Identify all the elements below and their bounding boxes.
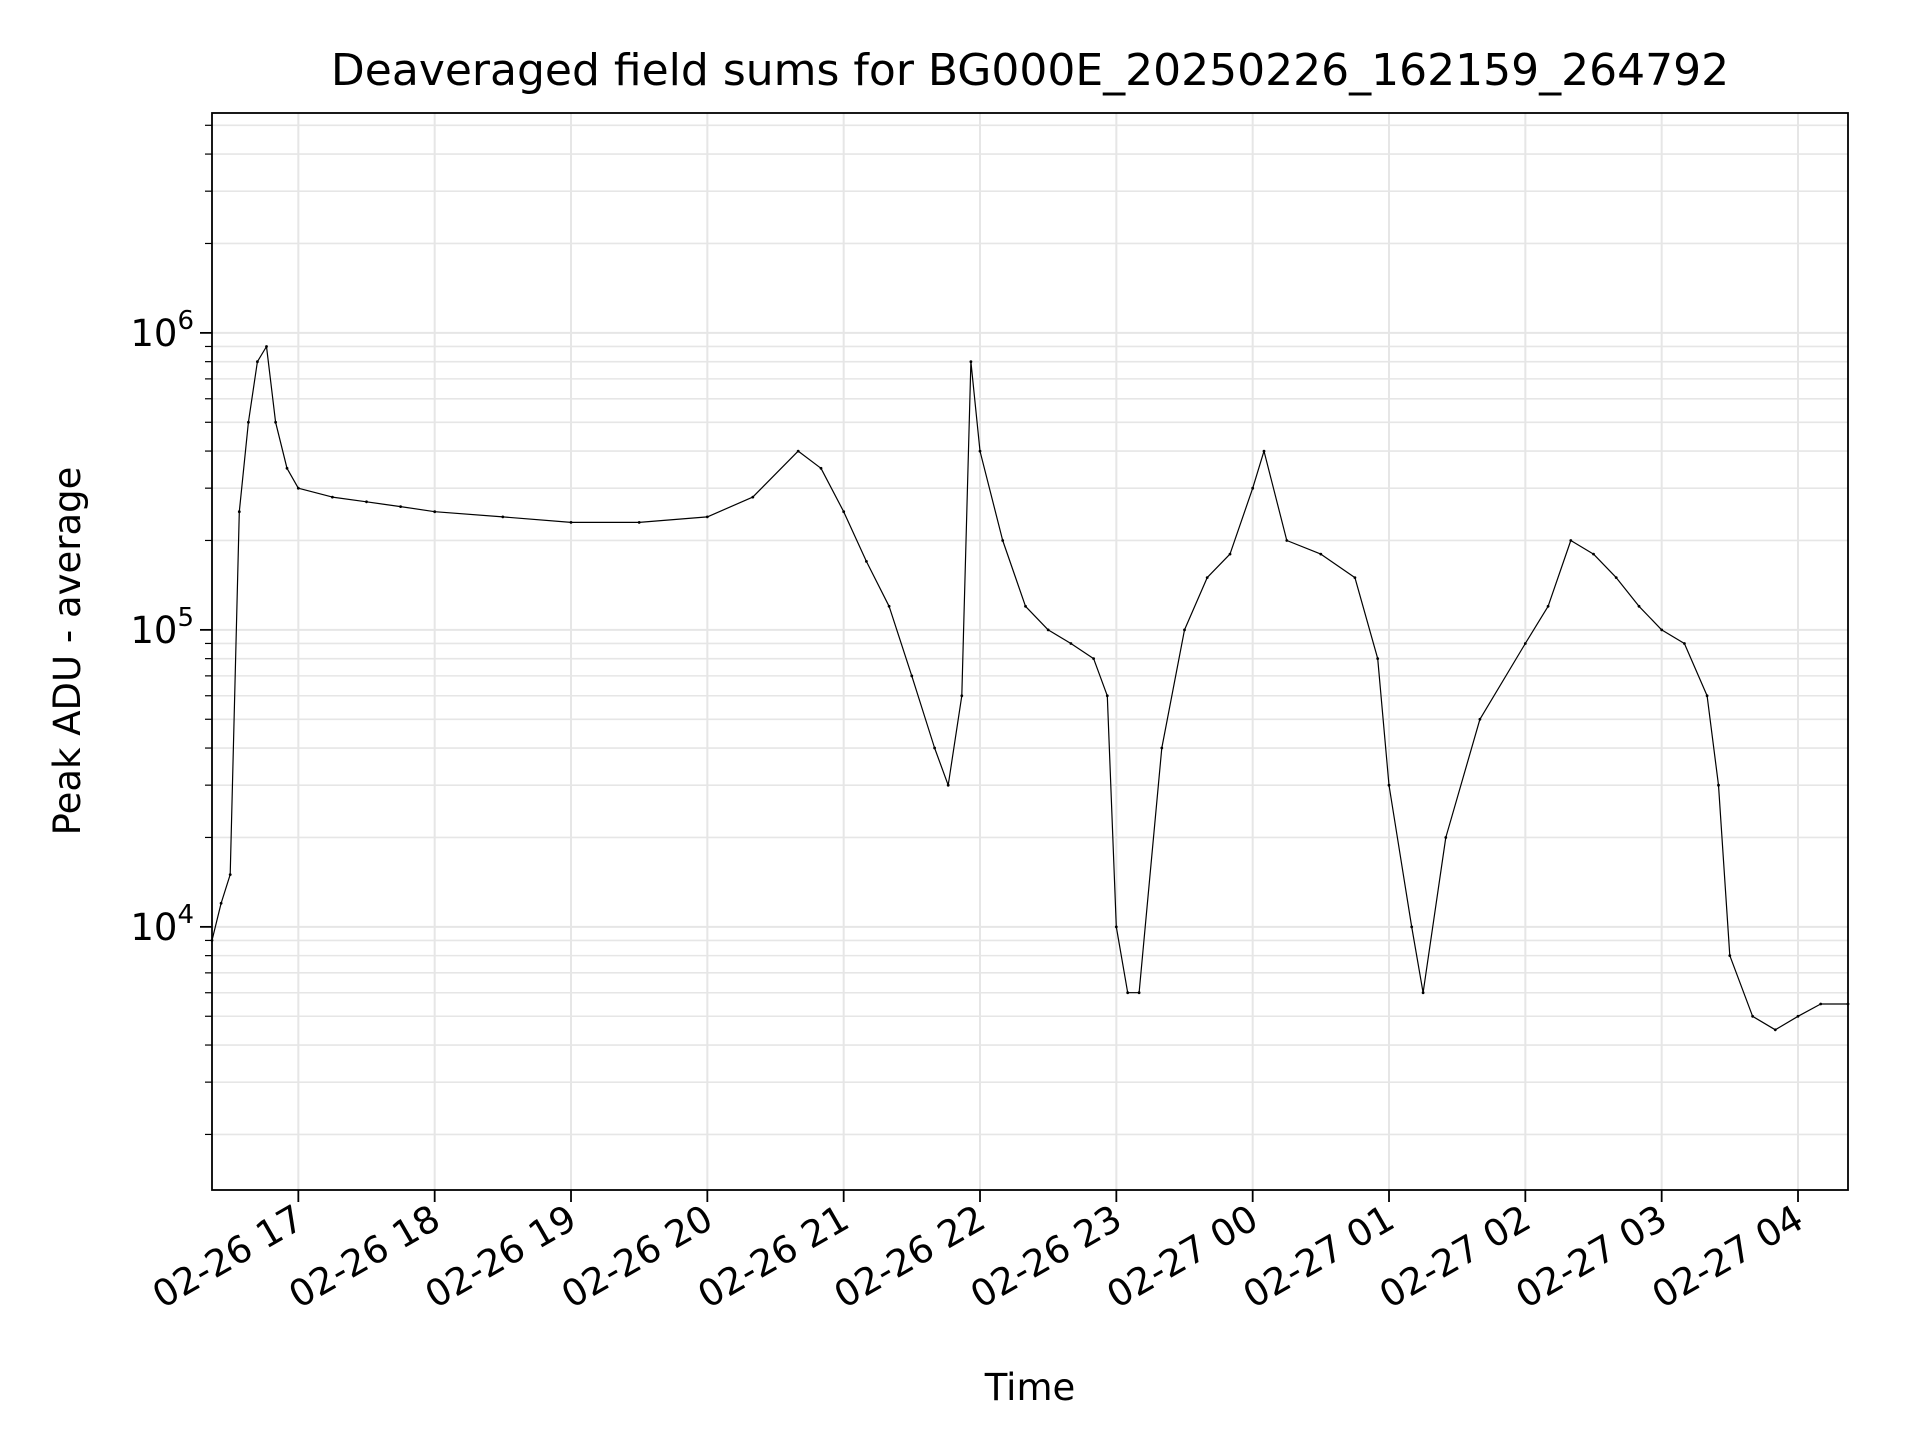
data-point: [1092, 657, 1095, 660]
data-point: [705, 515, 709, 519]
data-point: [399, 505, 402, 508]
data-point: [1592, 552, 1595, 556]
data-point: [1160, 746, 1164, 750]
y-tick-label: 104: [130, 900, 194, 949]
data-point: [1376, 657, 1380, 660]
data-point: [1819, 1002, 1823, 1006]
data-point: [1444, 836, 1448, 839]
data-point: [1183, 628, 1186, 632]
data-point: [751, 495, 755, 499]
data-point: [1717, 783, 1720, 787]
data-point: [296, 486, 300, 490]
data-point: [887, 604, 891, 608]
data-point: [1285, 539, 1289, 542]
data-point: [933, 746, 936, 750]
data-point: [1421, 991, 1425, 995]
data-point: [1387, 783, 1391, 787]
data-point: [1024, 604, 1027, 608]
data-point: [1205, 576, 1209, 579]
data-point: [1410, 925, 1414, 929]
y-tick-label: 106: [130, 306, 194, 355]
data-point: [819, 466, 823, 470]
data-point: [1228, 552, 1232, 556]
data-point: [228, 873, 232, 876]
data-point: [1546, 604, 1550, 608]
data-point: [1251, 486, 1255, 490]
data-point: [969, 360, 973, 364]
data-point: [237, 510, 241, 514]
data-point: [265, 345, 268, 348]
plot-area: [210, 345, 1850, 1032]
data-point: [1046, 628, 1050, 632]
data-point: [842, 510, 846, 514]
data-point: [219, 901, 223, 905]
data-point: [274, 420, 277, 424]
data-point: [1523, 642, 1527, 645]
data-point: [1001, 539, 1005, 542]
data-point: [1137, 991, 1141, 995]
data-point: [946, 783, 950, 787]
data-point: [978, 449, 982, 453]
chart-title: Deaveraged field sums for BG000E_2025022…: [331, 45, 1729, 96]
data-point: [1796, 1014, 1800, 1018]
data-point: [1683, 642, 1686, 645]
plot-frame: [211, 112, 1849, 1191]
data-point: [1319, 552, 1323, 556]
grid: [212, 113, 1848, 1190]
data-point: [365, 500, 368, 504]
data-point: [501, 515, 505, 519]
data-point: [1773, 1028, 1777, 1032]
x-axis-label: Time: [984, 1366, 1076, 1409]
data-point: [1478, 717, 1482, 721]
data-point: [637, 521, 641, 524]
y-tick-label: 105: [130, 603, 194, 652]
data-point: [569, 521, 573, 524]
data-point: [1353, 576, 1357, 579]
data-point: [1637, 604, 1641, 608]
data-point: [1705, 694, 1709, 698]
data-point: [1660, 628, 1664, 632]
data-series-line: [211, 345, 1848, 1031]
data-point: [865, 560, 868, 563]
data-point: [1114, 925, 1118, 929]
y-axis-label: Peak ADU - average: [46, 467, 89, 836]
data-point: [1751, 1014, 1754, 1018]
data-point: [247, 420, 250, 424]
data-point: [433, 510, 437, 514]
data-point: [1126, 991, 1130, 995]
data-point: [1569, 539, 1573, 542]
data-point: [331, 495, 334, 499]
data-point: [1069, 642, 1073, 645]
data-point: [1614, 576, 1618, 579]
data-point: [256, 360, 259, 364]
data-point: [285, 466, 289, 470]
data-point: [1105, 694, 1109, 698]
data-point: [1262, 449, 1266, 453]
data-point: [1728, 954, 1732, 957]
data-point: [796, 449, 800, 453]
data-point: [910, 674, 914, 678]
data-point: [960, 694, 964, 698]
